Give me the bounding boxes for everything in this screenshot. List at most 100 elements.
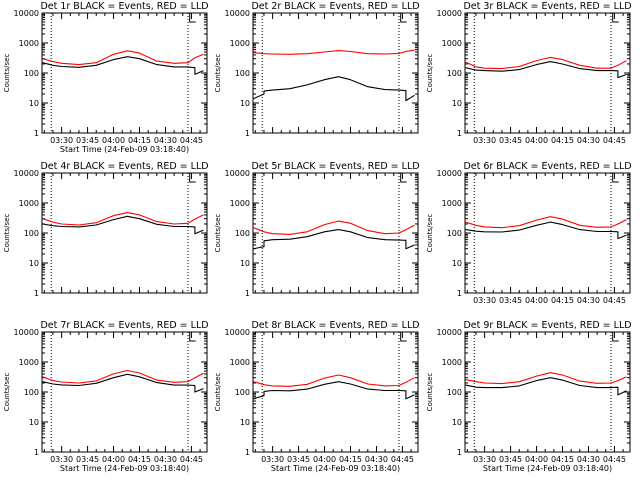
plot-frame — [41, 12, 208, 134]
detector-panel-4: Det 4r BLACK = Events, RED = LLD Counts/s… — [3, 161, 209, 298]
y-tick-label: 1000 — [230, 39, 250, 48]
panel-title: Det 1r BLACK = Events, RED = LLD — [40, 1, 208, 12]
y-tick-label: 1 — [457, 448, 462, 457]
panel-title: Det 7r BLACK = Events, RED = LLD — [40, 320, 208, 331]
y-tick-label: 10000 — [14, 328, 39, 337]
series-lld-line — [253, 374, 415, 387]
x-tick-label: 04:45 — [180, 455, 203, 464]
y-tick-label: 1000 — [19, 199, 39, 208]
x-tick-label: 03:30 — [473, 136, 496, 145]
bracket-marker — [612, 173, 619, 183]
y-tick-label: 1000 — [19, 39, 39, 48]
y-axis-label: Counts/sec — [214, 214, 222, 253]
x-tick-label: 04:00 — [313, 455, 336, 464]
y-tick-label: 10 — [452, 99, 462, 108]
y-axis-label: Counts/sec — [214, 54, 222, 93]
detector-panel-6: Det 6r BLACK = Events, RED = LLD Counts/s… — [426, 161, 632, 305]
plot-frame — [252, 12, 419, 134]
x-tick-label: 03:45 — [287, 455, 310, 464]
x-tick-label: 04:00 — [525, 455, 548, 464]
x-tick-label: 04:30 — [577, 296, 600, 305]
x-axis-label: Start Time (24-Feb-09 03:18:40) — [60, 145, 189, 154]
series-events-line — [42, 373, 204, 393]
y-tick-label: 10000 — [437, 328, 462, 337]
y-axis-label: Counts/sec — [3, 214, 11, 253]
x-tick-label: 04:45 — [603, 136, 626, 145]
bracket-marker — [612, 13, 619, 23]
y-tick-label: 1000 — [19, 358, 39, 367]
x-tick-label: 04:45 — [603, 455, 626, 464]
x-tick-label: 03:30 — [473, 296, 496, 305]
y-tick-label: 1 — [245, 129, 250, 138]
series-events-line — [42, 56, 204, 75]
y-axis-label: Counts/sec — [426, 214, 434, 253]
y-tick-label: 10 — [29, 99, 39, 108]
x-tick-label: 04:45 — [180, 136, 203, 145]
detector-panel-1: Det 1r BLACK = Events, RED = LLD Counts/s… — [3, 1, 209, 154]
series-events-line — [253, 76, 415, 102]
y-axis-label: Counts/sec — [426, 373, 434, 412]
x-tick-label: 04:30 — [365, 455, 388, 464]
panel-title: Det 6r BLACK = Events, RED = LLD — [463, 161, 631, 172]
series-lld-line — [465, 56, 627, 70]
plot-frame — [464, 172, 631, 294]
panel-title: Det 9r BLACK = Events, RED = LLD — [463, 320, 631, 331]
plot-frame — [464, 331, 631, 453]
x-tick-label: 03:45 — [76, 455, 99, 464]
x-tick-label: 04:15 — [551, 455, 574, 464]
plot-frame — [252, 172, 419, 294]
y-tick-label: 10000 — [437, 9, 462, 18]
x-tick-label: 04:15 — [551, 136, 574, 145]
y-tick-label: 1 — [457, 129, 462, 138]
x-tick-label: 03:30 — [50, 136, 73, 145]
x-tick-label: 03:45 — [499, 136, 522, 145]
x-axis-label: Start Time (24-Feb-09 03:18:40) — [60, 464, 189, 473]
y-tick-label: 10 — [240, 259, 250, 268]
y-tick-label: 1000 — [442, 358, 462, 367]
y-tick-label: 1 — [245, 448, 250, 457]
y-tick-label: 10000 — [437, 169, 462, 178]
series-lld-line — [42, 50, 204, 66]
series-lld-line — [42, 369, 204, 384]
bracket-marker — [400, 173, 407, 183]
y-tick-label: 100 — [24, 388, 39, 397]
y-tick-label: 100 — [235, 229, 250, 238]
detector-panel-9: Det 9r BLACK = Events, RED = LLD Counts/s… — [426, 320, 632, 473]
x-tick-label: 04:30 — [577, 136, 600, 145]
x-tick-label: 03:30 — [50, 455, 73, 464]
series-events-line — [253, 381, 415, 400]
x-tick-label: 04:30 — [577, 455, 600, 464]
x-tick-label: 04:15 — [339, 455, 362, 464]
x-tick-label: 03:30 — [261, 455, 284, 464]
bracket-marker — [400, 13, 407, 23]
x-tick-label: 04:15 — [128, 455, 151, 464]
panel-title: Det 5r BLACK = Events, RED = LLD — [251, 161, 419, 172]
y-tick-label: 100 — [447, 229, 462, 238]
y-tick-label: 10000 — [225, 328, 250, 337]
y-tick-label: 10000 — [14, 169, 39, 178]
y-tick-label: 1000 — [442, 39, 462, 48]
plot-frame — [41, 331, 208, 453]
detector-panel-7: Det 7r BLACK = Events, RED = LLD Counts/s… — [3, 320, 209, 473]
series-events-line — [465, 221, 627, 240]
series-lld-line — [253, 220, 415, 235]
bracket-marker — [189, 332, 196, 342]
detector-panel-2: Det 2r BLACK = Events, RED = LLD Counts/s… — [214, 1, 420, 138]
x-tick-label: 04:30 — [154, 455, 177, 464]
y-tick-label: 100 — [24, 229, 39, 238]
x-axis-label: Start Time (24-Feb-09 03:18:40) — [483, 464, 612, 473]
x-tick-label: 04:15 — [128, 136, 151, 145]
detector-panel-5: Det 5r BLACK = Events, RED = LLD Counts/s… — [214, 161, 420, 298]
y-tick-label: 1000 — [442, 199, 462, 208]
y-tick-label: 100 — [447, 69, 462, 78]
plot-frame — [464, 12, 631, 134]
series-lld-line — [253, 49, 415, 55]
x-tick-label: 04:45 — [603, 296, 626, 305]
series-events-line — [42, 215, 204, 235]
x-tick-label: 04:00 — [102, 455, 125, 464]
x-tick-label: 04:00 — [102, 136, 125, 145]
y-tick-label: 10 — [29, 259, 39, 268]
y-axis-label: Counts/sec — [3, 373, 11, 412]
x-tick-label: 04:30 — [154, 136, 177, 145]
